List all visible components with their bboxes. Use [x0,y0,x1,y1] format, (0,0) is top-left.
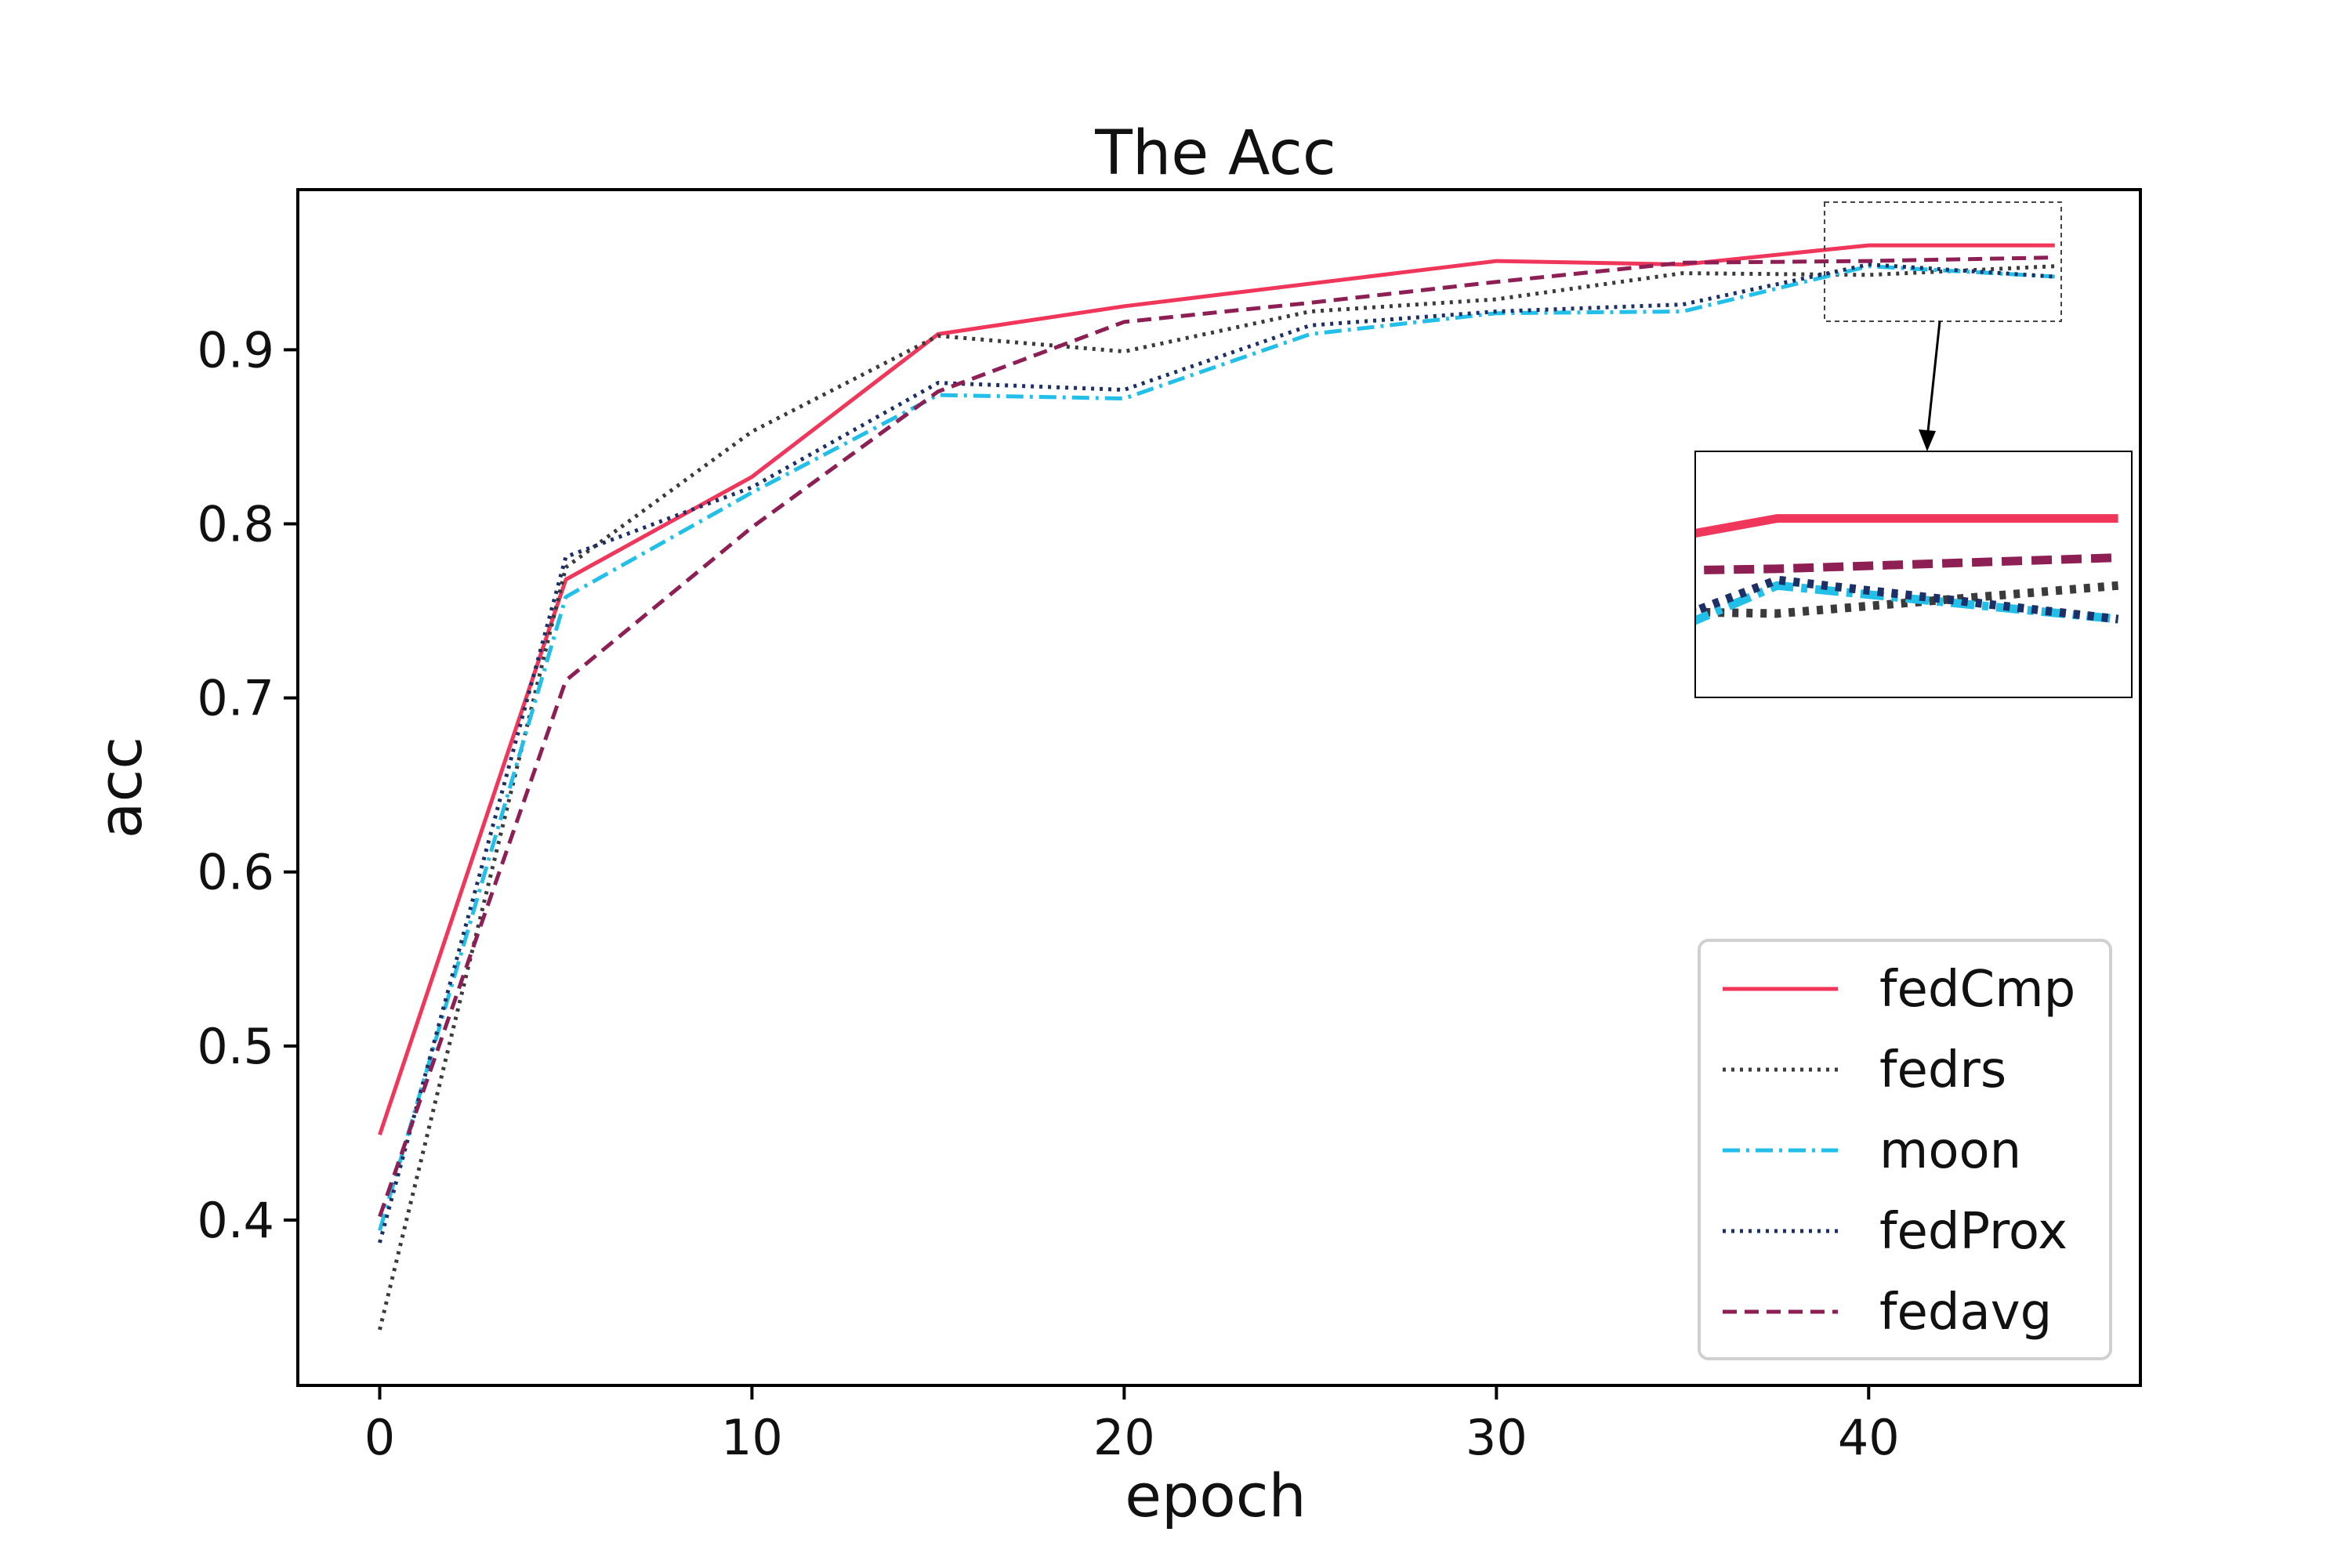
inset-line-fedavg [1695,553,2118,575]
x-tick-label: 20 [1093,1409,1155,1466]
y-tick-label: 0.7 [197,670,274,727]
series-line-fedProx [378,263,2055,1244]
y-tick-label: 0.8 [197,495,274,552]
y-tick-label: 0.6 [197,844,274,901]
zoom-indicator [1824,201,2062,451]
series-line-fedrs [378,264,2055,1331]
x-tick-label: 30 [1466,1409,1528,1466]
plot-frame [296,188,2142,1387]
y-tick-label: 0.9 [197,321,274,378]
inset-plot [1694,451,2133,698]
series-layer [378,243,2055,1331]
y-tick-label: 0.5 [197,1018,274,1075]
series-line-fedCmp [378,243,2055,1135]
x-tick-label: 0 [364,1409,395,1466]
chart-title: The Acc [1094,118,1336,189]
y-axis: 0.4 0.5 0.6 0.7 0.8 0.9 [197,321,298,1249]
legend-label-moon: moon [1879,1122,2021,1180]
legend-label-fedavg: fedavg [1879,1284,2052,1342]
legend-box [1698,939,2112,1360]
y-axis-label: acc [85,737,155,838]
inset-line-fedrs [1695,581,2119,618]
inset-line-fedCmp [1695,514,2118,538]
series-line-moon [378,264,2055,1232]
legend-label-fedrs: fedrs [1879,1041,2006,1099]
zoom-arrow-line [1926,320,1941,440]
plot-area [378,243,2055,1331]
legend-label-fedCmp: fedCmp [1879,961,2075,1019]
series-line-fedavg [378,255,2055,1218]
inset-background [1695,451,2132,697]
inset-line-fedProx [1695,575,2119,624]
x-tick-label: 10 [721,1409,783,1466]
legend: fedCmp fedrs moon fedProx fedavg [1698,939,2112,1360]
legend-label-fedProx: fedProx [1879,1203,2068,1261]
zoom-source-box [1824,201,2062,322]
x-tick-label: 40 [1838,1409,1900,1466]
legend-items: fedCmp fedrs moon fedProx fedavg [1723,961,2075,1342]
inset-frame [1694,451,2133,698]
inset-series-layer [1695,514,2119,625]
x-axis-label: epoch [1125,1461,1306,1530]
zoom-arrow-head [1919,429,1936,451]
y-tick-label: 0.4 [197,1192,274,1249]
x-axis: 0 10 20 30 40 [364,1385,1900,1466]
